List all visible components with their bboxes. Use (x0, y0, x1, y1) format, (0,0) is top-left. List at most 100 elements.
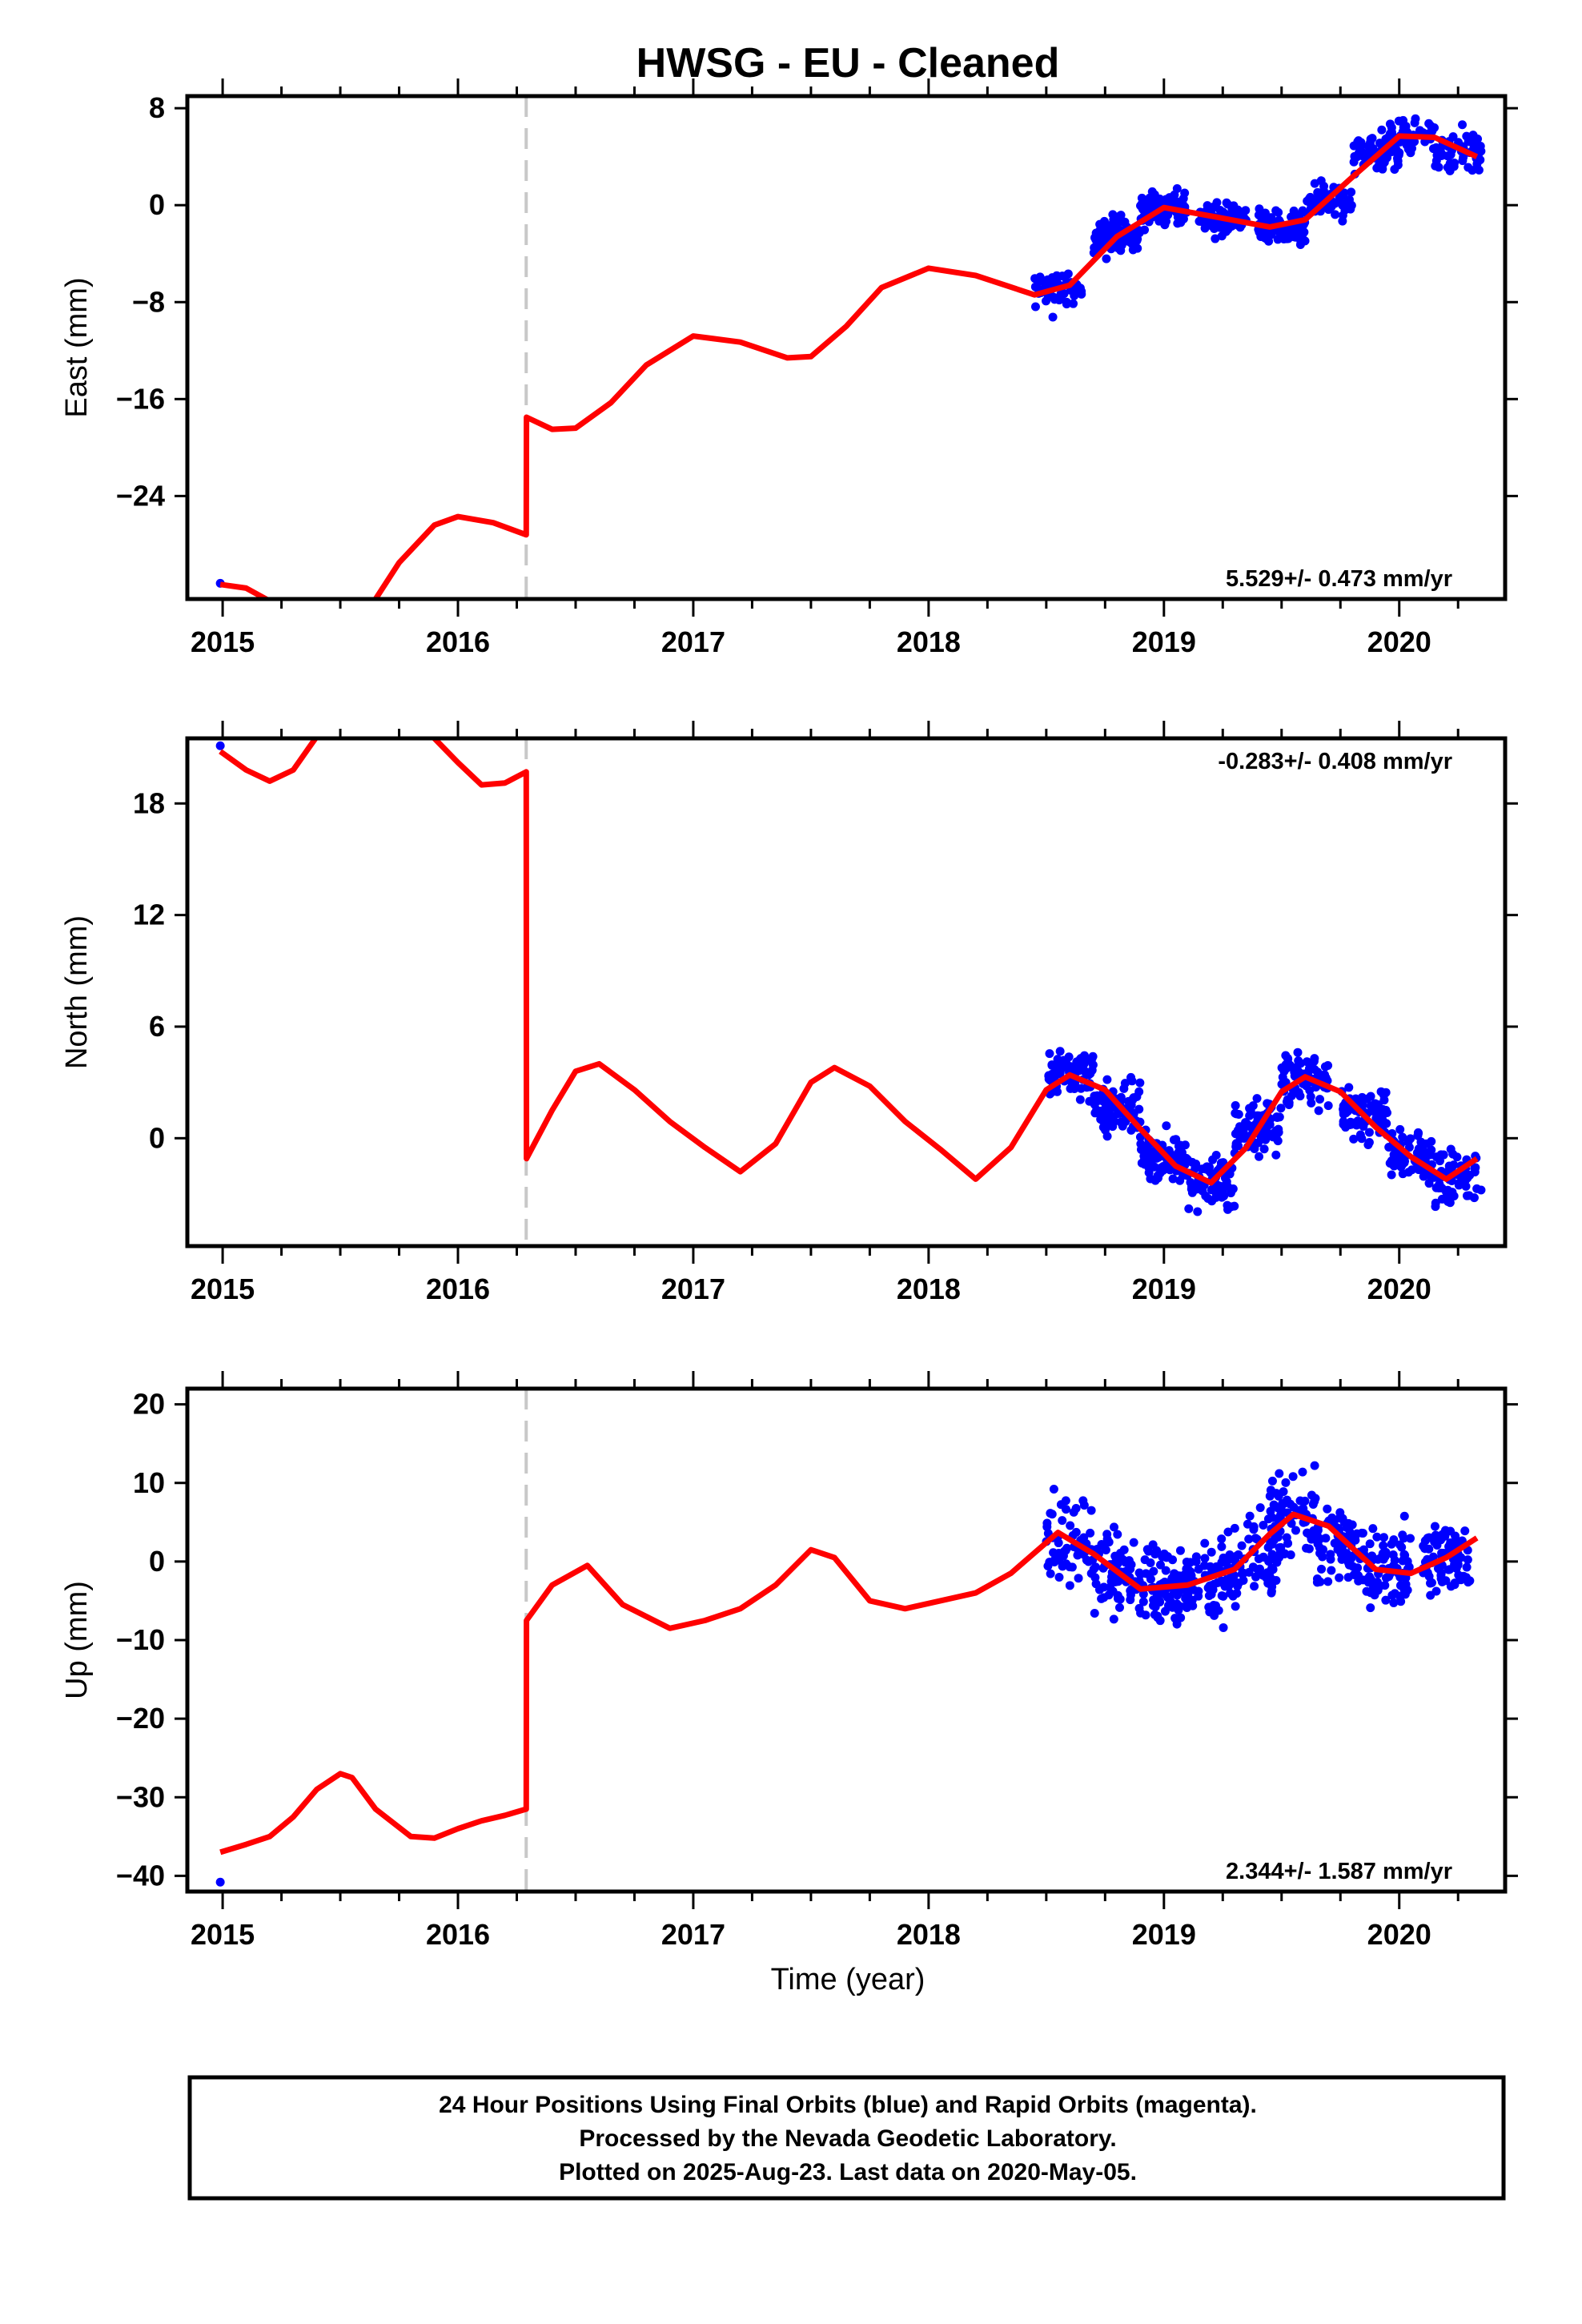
data-point (1062, 1058, 1071, 1068)
y-axis-label: East (mm) (60, 277, 94, 417)
data-point (1216, 1184, 1226, 1194)
data-point (1398, 1556, 1407, 1566)
data-point (1373, 1554, 1383, 1564)
data-point (1232, 1580, 1242, 1590)
data-point (1381, 1595, 1391, 1605)
data-point (1106, 1577, 1116, 1586)
data-point (1150, 1550, 1160, 1559)
data-point (1316, 176, 1326, 186)
data-point (1398, 1132, 1407, 1142)
data-point (1375, 1581, 1385, 1590)
data-point (1406, 1534, 1415, 1543)
data-point (1357, 1134, 1367, 1144)
footer-line-3: Plotted on 2025-Aug-23. Last data on 202… (559, 2159, 1137, 2185)
x-tick-label: 2018 (897, 1918, 961, 1951)
data-points (215, 741, 1486, 1216)
data-point (1070, 1065, 1080, 1075)
data-point (1300, 1496, 1310, 1506)
data-point (1049, 1484, 1058, 1494)
data-point (1175, 1602, 1185, 1611)
plot-frame (185, 94, 1508, 601)
data-point (1406, 1134, 1415, 1144)
data-point (1267, 1476, 1277, 1486)
rate-label: -0.283+/- 0.408 mm/yr (1218, 749, 1452, 774)
data-point (1378, 160, 1387, 170)
y-tick-label: 10 (133, 1466, 165, 1499)
data-point (1069, 1507, 1078, 1517)
x-tick-label: 2015 (191, 1273, 255, 1305)
data-point (1407, 1165, 1417, 1175)
data-point (1431, 1152, 1441, 1162)
data-point (1217, 1542, 1227, 1551)
data-point (1294, 1056, 1303, 1066)
data-point (1054, 1538, 1063, 1548)
data-point (1229, 201, 1239, 211)
y-tick-label: −40 (116, 1859, 165, 1892)
data-point (1155, 1560, 1165, 1570)
data-point (1372, 1108, 1382, 1118)
data-point (1076, 1084, 1086, 1093)
data-point (1061, 271, 1070, 281)
data-point (1462, 1562, 1472, 1572)
data-point (1216, 1158, 1226, 1168)
data-point (1237, 1569, 1247, 1578)
data-point (1446, 1582, 1456, 1591)
data-point (1126, 1072, 1136, 1082)
data-point (1352, 1529, 1362, 1538)
data-point (1395, 1591, 1404, 1601)
data-point (1255, 204, 1264, 214)
chart-title: HWSG - EU - Cleaned (636, 40, 1060, 86)
data-point (1148, 1601, 1158, 1610)
data-point (1246, 1106, 1255, 1116)
data-point (1472, 1184, 1482, 1193)
data-point (1310, 1461, 1319, 1470)
data-point (1097, 1594, 1106, 1603)
data-point (1398, 1530, 1407, 1540)
data-point (1295, 1092, 1305, 1101)
data-point (1102, 254, 1111, 263)
data-point (1046, 1509, 1055, 1518)
data-point (1045, 1049, 1054, 1059)
data-point (1311, 1494, 1320, 1503)
y-tick-label: −20 (116, 1702, 165, 1735)
data-point (1202, 1163, 1211, 1172)
model-fit-line (219, 1511, 1479, 1856)
data-point (1326, 1554, 1335, 1564)
data-point (1422, 1148, 1431, 1158)
data-point (1170, 1614, 1180, 1623)
data-point (1262, 1132, 1271, 1142)
data-point (1086, 1528, 1095, 1538)
data-point (1364, 1128, 1374, 1137)
data-point (1339, 1116, 1348, 1126)
data-point (1245, 1121, 1255, 1131)
data-point (1207, 1547, 1216, 1557)
data-point (1097, 1106, 1106, 1116)
data-point (1274, 207, 1283, 217)
data-point (1369, 146, 1379, 155)
x-tick-label: 2020 (1367, 1273, 1431, 1305)
data-point (1451, 1531, 1460, 1541)
data-point (1430, 1537, 1439, 1546)
data-point (1354, 1570, 1363, 1580)
data-point (1102, 1075, 1112, 1084)
data-point (1458, 120, 1468, 130)
data-point (1387, 1170, 1396, 1180)
footer-line-2: Processed by the Nevada Geodetic Laborat… (579, 2125, 1116, 2152)
data-point (1258, 1570, 1267, 1580)
data-point (1449, 1160, 1459, 1170)
data-point (1093, 1091, 1102, 1100)
data-point (1219, 1622, 1228, 1632)
data-point (1217, 1534, 1227, 1544)
data-point (1377, 125, 1387, 135)
data-point (1275, 1112, 1284, 1122)
data-point (1140, 225, 1150, 235)
data-point (1223, 1527, 1233, 1537)
data-point (1315, 1534, 1324, 1543)
data-point (1445, 166, 1455, 175)
data-point (1283, 1538, 1293, 1548)
data-point (1042, 1518, 1052, 1528)
data-point (1289, 206, 1299, 215)
data-point (1168, 1174, 1178, 1184)
y-tick-label: 20 (133, 1388, 165, 1421)
data-point (1103, 1121, 1113, 1131)
